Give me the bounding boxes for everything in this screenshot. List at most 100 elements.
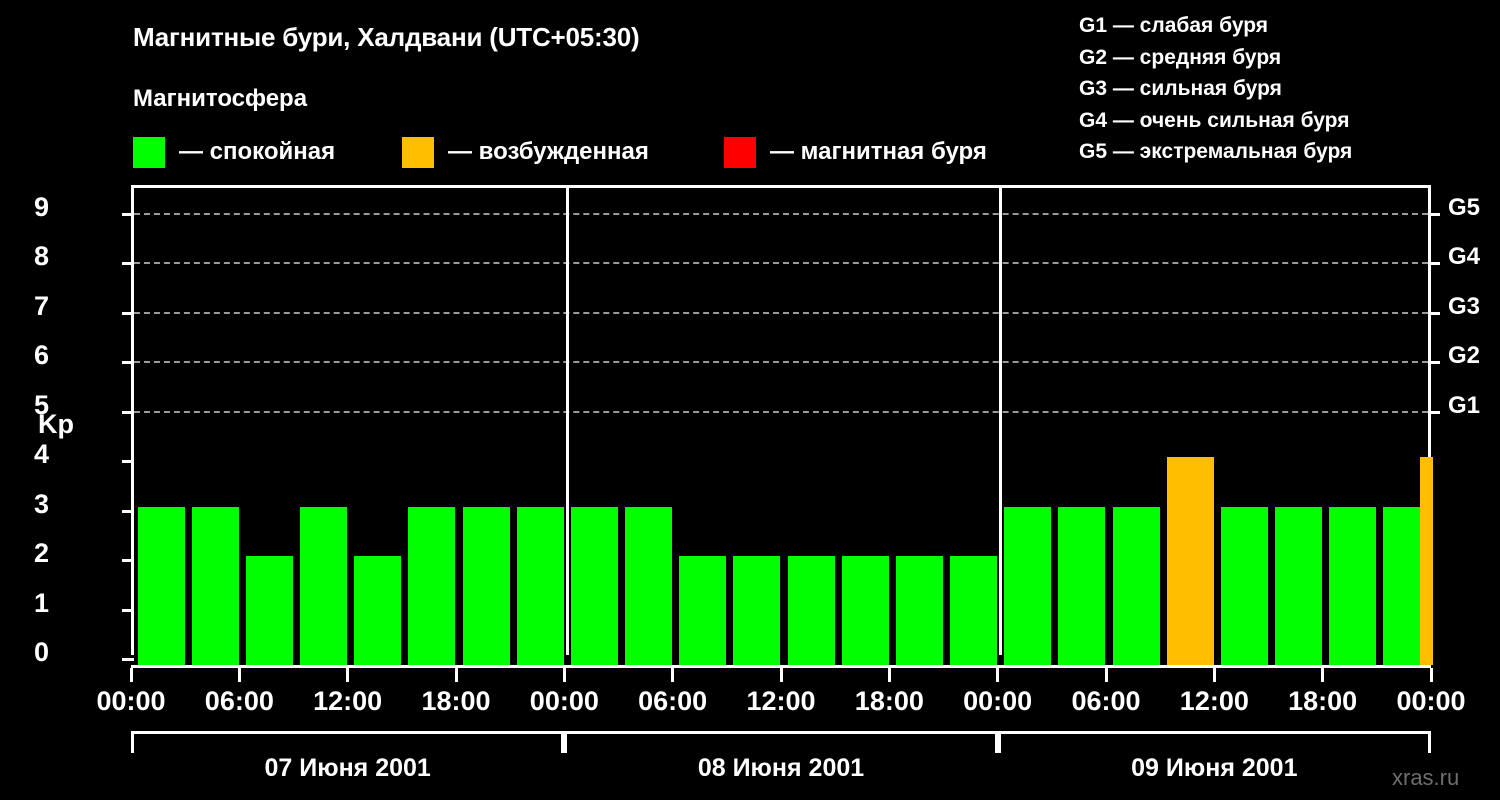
y-axis-label: 1	[33, 587, 49, 618]
kp-bar	[787, 556, 835, 665]
watermark: xras.ru	[1392, 765, 1460, 790]
x-axis-label: 06:00	[204, 686, 274, 716]
date-bracket	[564, 731, 998, 753]
kp-bar	[191, 506, 239, 665]
x-axis-tick	[779, 668, 783, 682]
plot-frame	[122, 185, 1440, 665]
gridline	[134, 410, 1428, 413]
kp-bar	[1220, 506, 1268, 665]
y-axis-label: 0	[33, 637, 49, 667]
x-axis-tick	[1429, 668, 1433, 682]
kp-bar	[1166, 457, 1214, 665]
x-axis-tick	[454, 668, 458, 682]
kp-bar	[245, 556, 293, 665]
kp-bar	[137, 506, 185, 665]
g-scale-row: G5 — экстремальная буря	[1079, 140, 1353, 163]
x-axis-tick	[671, 668, 675, 682]
kp-bar	[462, 506, 510, 665]
x-axis-label: 12:00	[1179, 686, 1249, 716]
day-separator	[999, 188, 1003, 655]
g-axis-label: G4	[1448, 243, 1481, 271]
x-axis-label: 18:00	[1288, 686, 1358, 716]
y-axis-label: 2	[33, 538, 49, 569]
date-label: 07 Июня 2001	[264, 754, 431, 782]
legend-swatch-quiet	[133, 136, 165, 168]
kp-bar	[1058, 506, 1106, 665]
kp-bar	[516, 506, 564, 665]
kp-bar	[625, 506, 673, 665]
g-scale-row: G4 — очень сильная буря	[1079, 108, 1350, 132]
g-axis-label: G5	[1448, 193, 1481, 221]
g-scale-row: G1 — слабая буря	[1079, 14, 1269, 37]
x-axis-label: 18:00	[421, 686, 491, 716]
date-label: 09 Июня 2001	[1131, 754, 1298, 782]
g-axis-tick	[1428, 262, 1440, 266]
x-axis-label: 18:00	[854, 686, 924, 716]
x-axis-tick	[237, 668, 241, 682]
kp-bar	[733, 556, 781, 665]
g-axis-tick	[1428, 311, 1440, 315]
x-axis-label: 06:00	[1071, 686, 1141, 716]
legend-label: — магнитная буря	[770, 138, 987, 165]
y-axis-title: Kp	[38, 409, 74, 439]
kp-bar	[1420, 457, 1433, 665]
x-axis-tick	[1212, 668, 1216, 682]
y-axis-label: 5	[33, 389, 49, 420]
x-axis-tick	[129, 668, 133, 682]
y-axis-label: 9	[33, 191, 49, 222]
y-axis-tick	[122, 658, 134, 661]
plot-area	[122, 188, 1440, 665]
g-scale-row: G2 — средняя буря	[1079, 45, 1282, 69]
kp-bar	[570, 506, 618, 665]
gridline	[134, 311, 1428, 314]
kp-bar	[1004, 506, 1052, 665]
kp-bar	[1275, 506, 1323, 665]
kp-bar	[354, 556, 402, 665]
x-axis-label: 00:00	[529, 686, 599, 716]
y-axis-tick	[122, 410, 134, 414]
page-title: Магнитные бури, Халдвани (UTC+05:30)	[133, 22, 640, 52]
g-axis-tick	[1428, 361, 1440, 365]
y-axis-tick	[122, 608, 134, 612]
legend-label: — возбужденная	[448, 138, 649, 165]
g-axis-tick	[1428, 410, 1440, 414]
x-axis-tick	[996, 668, 1000, 682]
g-axis-label: G2	[1448, 342, 1481, 370]
y-axis-label: 3	[33, 488, 49, 519]
kp-bar	[1329, 506, 1377, 665]
y-axis-label: 4	[33, 439, 49, 470]
x-axis-label: 12:00	[746, 686, 816, 716]
legend-entry: — магнитная буря	[724, 133, 987, 171]
legend-entry: — возбужденная	[402, 133, 649, 171]
x-axis-label: 00:00	[1396, 686, 1466, 716]
y-axis-tick	[122, 509, 134, 513]
kp-bar	[895, 556, 943, 665]
kp-bar	[300, 506, 348, 665]
legend-swatch-unsettled	[402, 136, 434, 168]
y-axis-tick	[122, 361, 134, 365]
x-axis-tick	[346, 668, 350, 682]
kp-bar	[1112, 506, 1160, 665]
y-axis-tick	[122, 460, 134, 464]
g-axis-label: G1	[1448, 391, 1481, 419]
legend-entry: — спокойная	[133, 133, 335, 171]
x-axis-line	[131, 665, 1431, 668]
legend-label: — спокойная	[179, 138, 336, 165]
g-axis-label: G3	[1448, 292, 1481, 320]
y-axis-label: 8	[33, 241, 49, 272]
kp-bar	[950, 556, 998, 665]
gridline	[134, 361, 1428, 364]
g-scale-row: G3 — сильная буря	[1079, 77, 1282, 100]
day-separator	[565, 188, 569, 655]
x-axis-label: 12:00	[313, 686, 383, 716]
x-axis-tick	[1104, 668, 1108, 682]
legend-swatch-storm	[724, 136, 756, 168]
y-axis-tick	[122, 212, 134, 216]
date-bracket	[131, 731, 565, 753]
x-axis-tick	[562, 668, 566, 682]
kp-bar	[679, 556, 727, 665]
y-axis-label: 7	[33, 290, 49, 321]
date-label: 08 Июня 2001	[697, 754, 865, 782]
gridline	[134, 262, 1428, 265]
g-scale-legend: G1 — слабая буря G2 — средняя буря G3 — си…	[1079, 10, 1352, 168]
